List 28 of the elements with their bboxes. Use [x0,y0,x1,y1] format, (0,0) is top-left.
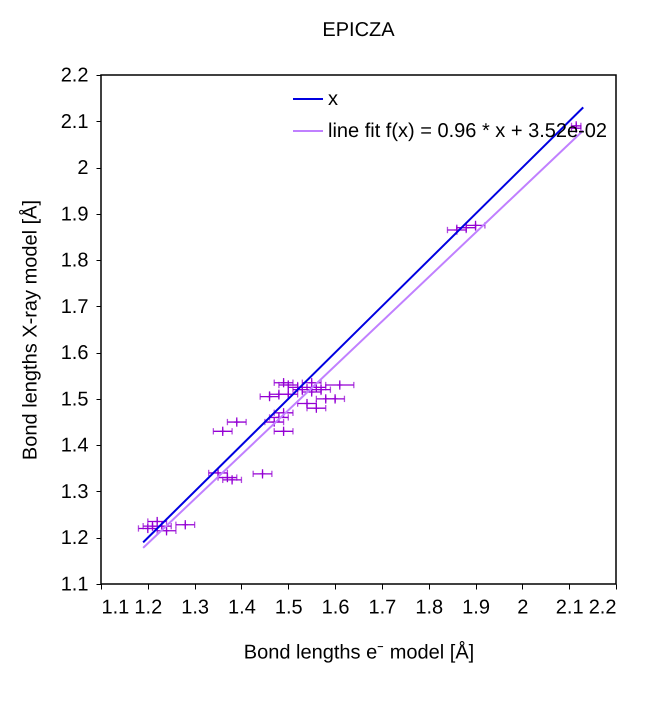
y-tick-label: 1.8 [60,250,88,272]
x-tick-label: 1.7 [368,596,396,618]
x-tick-label: 1.4 [228,596,256,618]
chart-title: EPICZA [322,19,396,41]
y-tick-label: 1.9 [60,203,88,226]
y-tick-label: 2.2 [60,64,88,86]
y-tick-label: 1.3 [60,480,88,503]
y-tick-label: 1.7 [60,296,88,318]
y-axis-title: Bond lengths X-ray model [Å] [18,200,42,460]
x-tick-label: 1.6 [322,596,350,618]
y-tick-label: 2 [77,157,88,180]
x-tick-label: 1.2 [134,596,162,618]
y-tick-label: 1.6 [60,342,88,364]
y-tick-label: 1.1 [60,574,88,596]
x-tick-label: 1.1 [102,596,130,618]
y-tick-label: 2.1 [60,110,88,133]
x-tick-label: 2 [517,596,528,618]
x-tick-label: 1.8 [415,596,444,618]
y-tick-label: 1.2 [60,527,88,550]
x-tick-label: 1.5 [274,596,303,618]
x-tick-label: 2.2 [588,596,616,618]
x-tick-label: 1.3 [181,596,210,618]
legend-label: x [328,88,338,110]
x-axis-title: Bond lengths e⁻ model [Å] [244,640,474,664]
x-tick-label: 1.9 [462,596,490,618]
y-tick-label: 1.4 [60,434,88,457]
y-tick-label: 1.5 [60,388,88,410]
x-tick-label: 2.1 [556,596,584,618]
